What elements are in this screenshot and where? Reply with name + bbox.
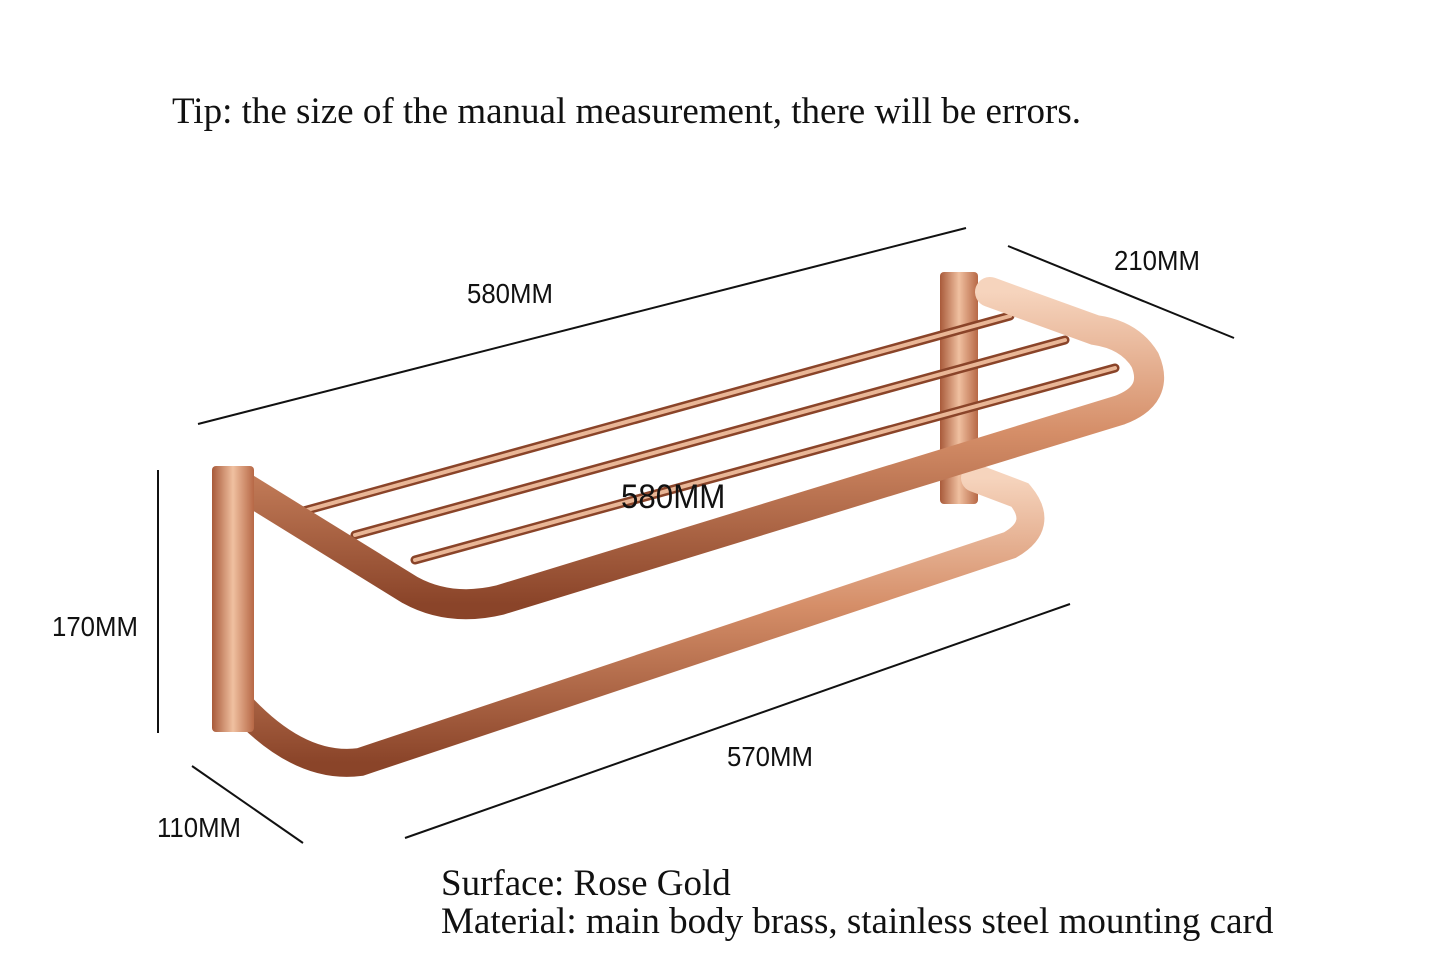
top-frame	[230, 277, 1164, 620]
dim-line-210	[1007, 245, 1235, 339]
dim-label-210: 210MM	[1114, 245, 1200, 276]
material-spec: Material: main body brass, stainless ste…	[441, 901, 1274, 942]
surface-spec: Surface: Rose Gold	[441, 863, 731, 904]
dim-line-570	[404, 603, 1071, 839]
dim-label-110: 110MM	[157, 812, 241, 843]
dim-label-580-top: 580MM	[467, 278, 553, 309]
tip-text: Tip: the size of the manual measurement,…	[172, 91, 1081, 132]
dim-line-110	[191, 765, 304, 844]
bottom-towel-bar	[226, 464, 1045, 777]
dim-label-570: 570MM	[727, 741, 813, 772]
dim-label-170: 170MM	[52, 611, 138, 642]
dim-label-580-overlay: 580MM	[621, 478, 726, 516]
top-rails	[295, 311, 1120, 565]
dimension-lines	[157, 227, 1235, 844]
dim-line-580-top	[197, 227, 967, 425]
left-wall-plate	[212, 466, 254, 732]
